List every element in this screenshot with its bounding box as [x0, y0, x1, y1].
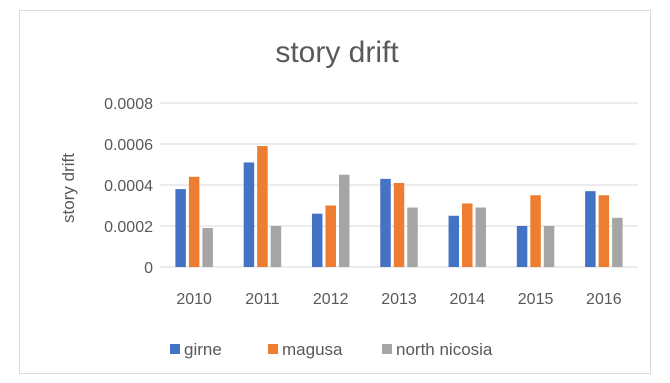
chart-frame: [19, 10, 651, 374]
bar-girne-2015: [516, 226, 528, 267]
bar-north-nicosia-2012: [338, 174, 350, 267]
bar-magusa-2012: [325, 205, 336, 267]
bar-north-nicosia-2013: [407, 207, 418, 267]
bar-north-nicosia-2015: [543, 226, 555, 267]
bar-girne-2010: [175, 189, 186, 267]
bar-magusa-2016: [598, 195, 610, 267]
legend-swatch-magusa: [268, 344, 278, 354]
bar-magusa-2011: [257, 146, 268, 267]
bar-girne-2011: [243, 162, 255, 267]
y-axis-label: story drift: [59, 153, 78, 223]
x-tick-label: 2016: [586, 291, 622, 308]
legend-label: north nicosia: [396, 340, 493, 359]
legend-swatch-girne: [170, 344, 180, 354]
bar-north-nicosia-2011: [270, 226, 282, 267]
bar-magusa-2010: [188, 176, 200, 267]
legend-label: girne: [184, 340, 222, 359]
y-axis-ticks: 0 0.0002 0.0004 0.0006 0.0008: [104, 96, 153, 277]
x-tick-label: 2010: [176, 291, 212, 308]
legend: girne magusa north nicosia: [170, 340, 493, 359]
bar-girne-2012: [311, 213, 323, 267]
x-tick-label: 2015: [518, 291, 554, 308]
bar-girne-2014: [448, 215, 460, 267]
x-axis-ticks: 2010 2011 2012 2013 2014 2015 2016: [176, 291, 621, 308]
x-tick-label: 2013: [381, 291, 417, 308]
y-tick-label: 0.0004: [104, 178, 153, 195]
bar-north-nicosia-2016: [612, 217, 623, 267]
bar-girne-2013: [380, 178, 391, 267]
bar-magusa-2015: [530, 195, 541, 267]
bar-north-nicosia-2010: [202, 228, 213, 267]
legend-label: magusa: [282, 340, 343, 359]
bar-magusa-2014: [462, 203, 473, 267]
y-tick-label: 0.0006: [104, 137, 153, 154]
y-tick-label: 0.0008: [104, 96, 153, 113]
bar-magusa-2013: [393, 182, 405, 267]
bar-girne-2016: [585, 191, 596, 267]
legend-swatch-north-nicosia: [382, 344, 392, 354]
bars: [175, 146, 623, 267]
x-tick-label: 2014: [449, 291, 485, 308]
y-tick-label: 0.0002: [104, 219, 153, 236]
x-tick-label: 2011: [245, 291, 280, 308]
chart-title: story drift: [275, 36, 399, 69]
x-tick-label: 2012: [313, 291, 349, 308]
y-tick-label: 0: [144, 260, 153, 277]
bar-north-nicosia-2014: [475, 207, 487, 267]
